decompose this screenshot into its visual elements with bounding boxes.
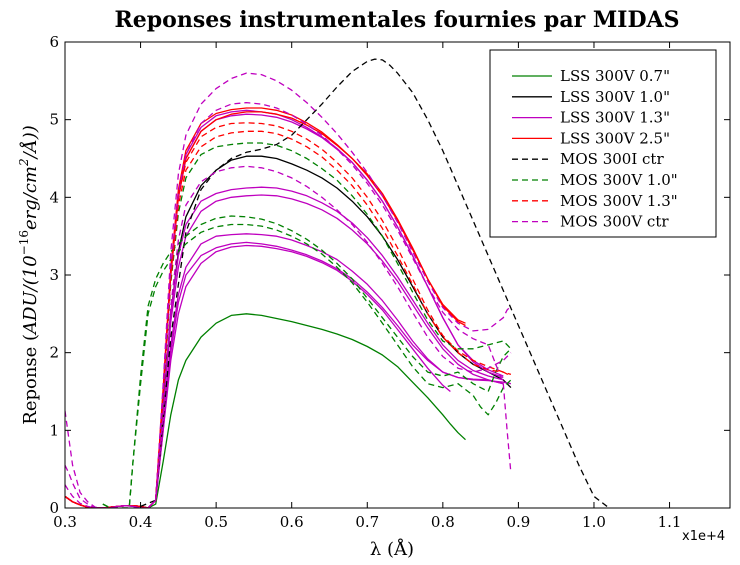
series-line-12 [140,58,610,508]
y-tick-label: 0 [49,499,59,517]
legend: LSS 300V 0.7" LSS 300V 1.0" LSS 300V 1.3" L… [489,49,717,238]
chart-title: Reponses instrumentales fournies par MID… [114,7,679,33]
x-tick-label: 0.9 [506,513,530,531]
y-axis-label: Reponse (ADU/(10−16erg/cm2/Å)) [17,125,41,424]
series-line-19 [65,101,512,508]
y-axis-label-prefix: Reponse ( [20,334,41,425]
series-line-14 [102,215,512,508]
legend-entry-label: LSS 300V 1.3" [560,109,670,127]
x-offset-label: x1e+4 [682,529,725,544]
y-tick-label: 1 [49,421,59,439]
legend-entry-label: LSS 300V 0.7" [560,67,670,85]
x-tick-label: 0.4 [129,513,153,531]
x-axis-label: λ (Å) [370,538,414,560]
y-axis-label-tail: /Å)) [19,125,41,160]
legend-entry-label: MOS 300V 1.0" [560,171,678,189]
x-tick-label: 1.0 [582,513,606,531]
y-axis: 0 1 2 3 4 5 6 [49,33,730,517]
y-tick-label: 6 [49,33,59,51]
y-tick-label: 3 [49,266,59,284]
x-tick-label: 1.1 [658,513,682,531]
series-group [65,58,610,508]
series-line-20 [65,165,512,508]
y-axis-label-math: ADU/(10 [20,255,41,336]
x-tick-label: 0.8 [431,513,455,531]
series-line-16 [155,130,512,501]
series-line-18 [65,72,512,508]
x-tick-label: 0.6 [280,513,304,531]
legend-entry-label: MOS 300I ctr [560,150,664,168]
series-line-11 [65,107,466,508]
legend-entry-label: LSS 300V 1.0" [560,88,670,106]
y-axis-label-exponent: −16 [17,230,31,255]
x-axis: 0.3 0.4 0.5 0.6 0.7 0.8 0.9 1.0 1.1 [53,42,681,531]
y-axis-label-unit: erg/cm [20,166,41,230]
y-tick-label: 5 [49,111,59,129]
legend-entry-label: MOS 300V ctr [560,213,669,231]
legend-entry-label: LSS 300V 2.5" [560,129,670,147]
y-axis-label-square: 2 [17,158,31,167]
x-tick-label: 0.3 [53,513,77,531]
legend-box [489,49,717,238]
x-tick-label: 0.5 [204,513,228,531]
y-tick-label: 4 [49,188,59,206]
y-tick-label: 2 [49,344,59,362]
legend-entry-label: MOS 300V 1.3" [560,192,678,210]
series-line-15 [155,142,512,501]
x-tick-label: 0.7 [355,513,379,531]
series-line-13 [102,223,512,508]
